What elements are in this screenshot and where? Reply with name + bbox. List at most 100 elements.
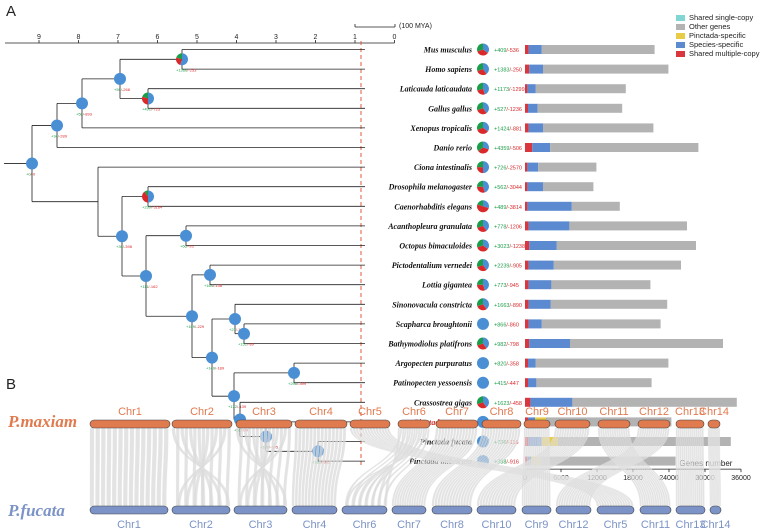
species-gain-loss: +778/-1206: [494, 224, 522, 230]
legend-swatch: [676, 24, 685, 30]
node-gain: +21: [229, 327, 237, 332]
bar-segment: [527, 84, 536, 94]
top-chromosome-label: Chr5: [358, 406, 382, 418]
node-gain-loss: +34/-289: [51, 133, 68, 138]
pie-slice: [51, 119, 63, 132]
pie-slice: [148, 190, 154, 203]
top-chromosome-label: Chr4: [309, 406, 333, 418]
bottom-chromosome-label: Chr11: [641, 519, 670, 529]
bottom-chromosome-label: Chr14: [701, 519, 731, 529]
bar-segment: [528, 378, 537, 388]
bottom-chromosome-label: Chr3: [249, 519, 273, 529]
pie-slice: [477, 245, 488, 252]
time-axis: 9 8 7 6 5 4 3 2 1 0: [5, 34, 397, 468]
synteny-link: [423, 427, 478, 507]
bar-segment: [525, 162, 528, 172]
species-gain-loss: +4359/-506: [494, 146, 522, 152]
pie-slice: [186, 310, 198, 323]
pie-slice: [483, 121, 489, 132]
pie-slice: [477, 161, 483, 168]
bottom-chromosome-label: Chr1: [117, 519, 141, 529]
species-gain: +3023: [494, 244, 509, 250]
pie-slice: [76, 97, 88, 110]
node-gain: +491: [142, 107, 152, 112]
bottom-chromosome-bar: [89, 505, 169, 515]
species-pie: [477, 102, 489, 115]
top-chromosome-bar: [675, 419, 705, 429]
synteny-link: [687, 427, 691, 507]
species-name: Scapharca broughtonii: [396, 320, 473, 329]
species-loss: /-890: [509, 303, 522, 309]
species-gain: +778: [494, 224, 506, 230]
species-loss: /-1236: [506, 107, 522, 113]
time-tick-label: 4: [235, 34, 239, 41]
bar-segment: [525, 358, 528, 368]
synteny-link: [679, 427, 682, 507]
pie-slice: [142, 96, 148, 105]
top-chromosome-bar: [481, 419, 522, 429]
synteny-link: [283, 427, 291, 507]
bar-segment: [525, 378, 528, 388]
pie-slice: [229, 313, 241, 325]
synteny-link: [162, 427, 169, 507]
species-pie: [477, 298, 490, 311]
bottom-chromosome-label: Chr4: [303, 519, 327, 529]
top-chromosome-bar: [707, 419, 721, 429]
pie-slice: [477, 284, 485, 291]
species-loss: /-1299: [509, 87, 525, 93]
node-gain-loss: +149/-189: [206, 366, 225, 371]
bottom-chromosome-bar: [341, 505, 388, 515]
bottom-chromosome-bar: [555, 505, 592, 515]
bar-segment: [528, 123, 543, 133]
node-gain: +111: [140, 284, 149, 289]
pie-slice: [483, 219, 489, 231]
bar-segment: [538, 162, 597, 172]
bottom-chromosome-label: Chr13: [676, 519, 706, 529]
tree-node-pie: [288, 366, 300, 379]
gene-count-bar-chart: 060001200018000240003000036000Genes numb…: [523, 45, 751, 482]
species-name: Gallus gallus: [428, 104, 472, 113]
species-gain-loss: +866/-860: [494, 322, 519, 328]
pie-slice: [483, 180, 490, 193]
bottom-species-label: P.fucata: [7, 501, 65, 520]
bar-segment: [543, 64, 669, 74]
legend-label: Shared single-copy: [689, 13, 753, 22]
pie-slice: [483, 102, 489, 114]
bottom-chromosome-bar: [171, 505, 231, 515]
bar-segment: [525, 84, 528, 94]
bar-segment: [571, 201, 620, 211]
pie-slice: [477, 186, 485, 193]
bar-segment: [527, 162, 539, 172]
pie-slice: [477, 317, 489, 330]
bar-segment: [525, 201, 528, 211]
node-gain: +164: [204, 283, 214, 288]
tree-node-pie: [176, 53, 188, 66]
top-chromosome-label: Chr6: [402, 406, 426, 418]
synteny-link: [708, 427, 712, 507]
bar-segment: [535, 358, 669, 368]
node-gain: +109: [186, 324, 196, 329]
bottom-chromosome-bar: [476, 505, 517, 515]
pie-slice: [477, 43, 483, 52]
top-chromosome-bar: [294, 419, 348, 429]
synteny-link: [681, 427, 684, 507]
node-loss: /-0: [31, 172, 36, 177]
top-chromosome-bar: [349, 419, 391, 429]
pie-slice: [477, 200, 483, 207]
species-loss: /-860: [506, 322, 519, 328]
bar-segment: [528, 45, 542, 54]
pie-slice: [483, 239, 490, 250]
pie-slice: [477, 343, 487, 350]
species-name: Lottia gigantea: [421, 281, 472, 290]
synteny-link: [588, 427, 670, 507]
synteny-link: [391, 427, 439, 507]
pie-slice: [142, 191, 148, 203]
bar-segment: [541, 45, 655, 54]
species-gain-loss: +1383/-250: [494, 68, 522, 74]
species-loss: /-3814: [506, 205, 522, 211]
top-chromosome-label: Chr2: [190, 406, 214, 418]
species-pie: [477, 357, 489, 370]
node-gain-loss: +164/-138: [204, 283, 223, 288]
bottom-chromosome-bar: [521, 505, 552, 515]
